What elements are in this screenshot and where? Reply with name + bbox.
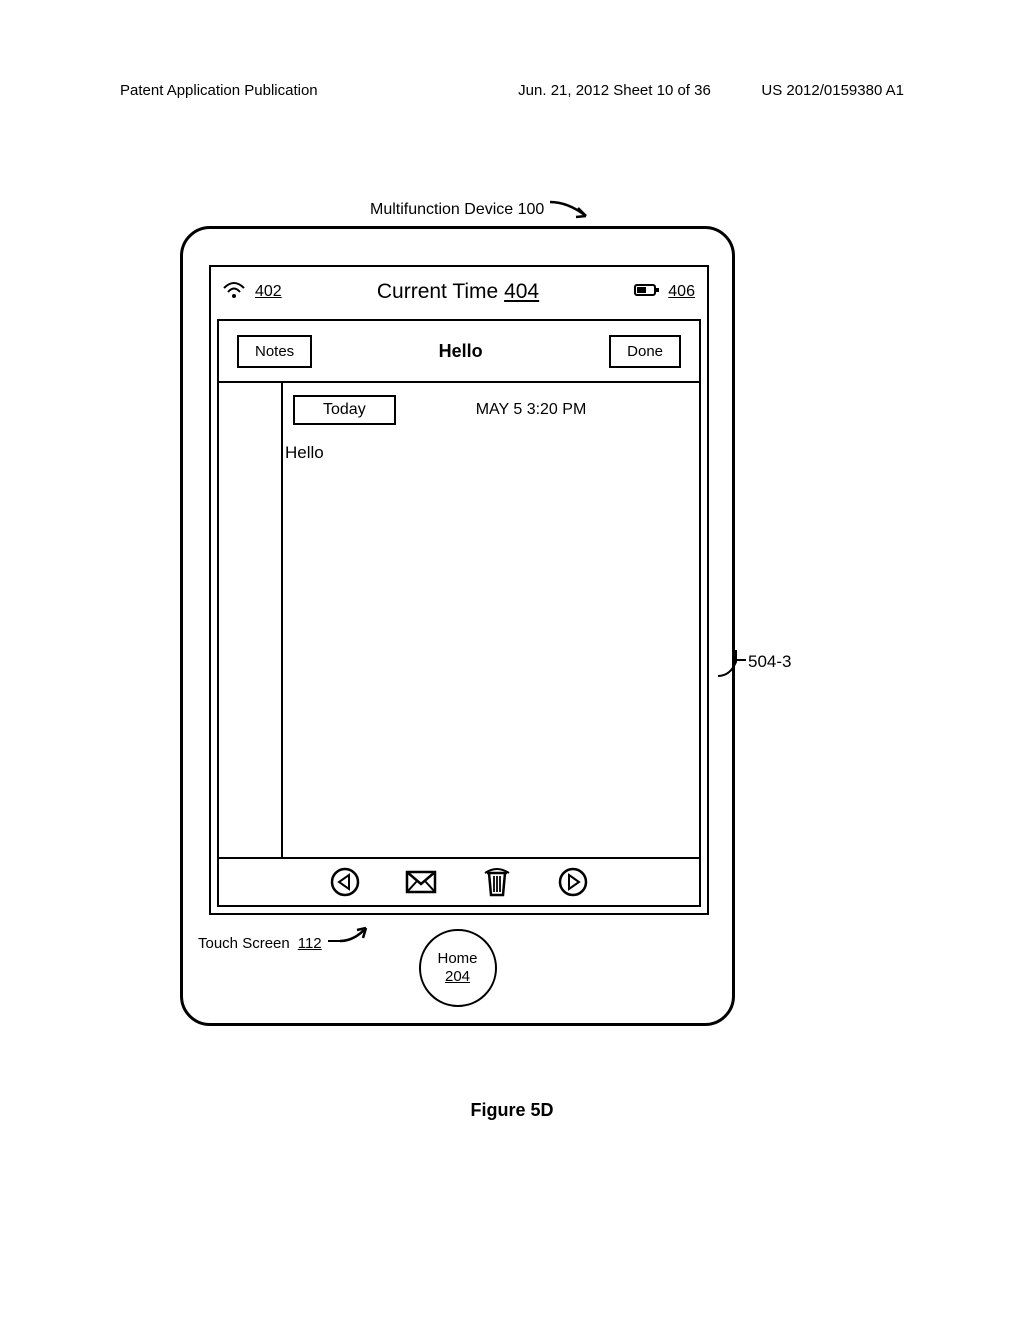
arrow-up-right-icon	[326, 926, 374, 960]
note-content[interactable]: Hello	[283, 433, 683, 463]
battery-icon	[634, 283, 660, 302]
status-center-ref: 404	[504, 280, 539, 303]
note-body-inner[interactable]: Today MAY 5 3:20 PM Hello	[281, 383, 683, 857]
notes-app: Notes Hello Done Today MAY 5 3:20 PM Hel…	[217, 319, 701, 907]
home-button-ref: 204	[445, 968, 470, 986]
figure-caption: Figure 5D	[0, 1100, 1024, 1121]
nav-bar: Notes Hello Done	[219, 321, 699, 383]
touchscreen-label-text: Touch Screen	[198, 935, 290, 952]
home-button[interactable]: Home 204	[419, 929, 497, 1007]
status-center-label: Current Time	[377, 280, 498, 303]
mail-button[interactable]	[405, 866, 437, 898]
header-center: Jun. 21, 2012 Sheet 10 of 36	[518, 82, 711, 99]
nav-title: Hello	[439, 341, 483, 362]
page-header: Patent Application Publication Jun. 21, …	[0, 82, 1024, 99]
device-title: Multifunction Device 100	[370, 198, 598, 222]
notes-back-button[interactable]: Notes	[237, 335, 312, 368]
callout-504-3: 504-3	[748, 652, 791, 672]
callout-curve-icon	[716, 640, 748, 685]
status-bar: 402 Current Time 404 406	[211, 267, 707, 317]
status-center: Current Time 404	[377, 280, 539, 304]
status-left: 402	[223, 281, 282, 304]
trash-button[interactable]	[481, 866, 513, 898]
status-right: 406	[634, 283, 695, 302]
status-left-ref: 402	[255, 283, 282, 301]
next-note-button[interactable]	[557, 866, 589, 898]
touchscreen-label-ref: 112	[298, 935, 322, 952]
header-right: US 2012/0159380 A1	[761, 82, 904, 99]
callout-504-3-label: 504-3	[748, 652, 791, 672]
home-button-label: Home	[437, 950, 477, 968]
status-right-ref: 406	[668, 283, 695, 301]
device-frame: 402 Current Time 404 406	[180, 226, 735, 1026]
today-label: Today	[293, 395, 396, 425]
wifi-icon	[223, 281, 245, 304]
touchscreen-callout: Touch Screen 112	[198, 926, 374, 960]
note-body: Today MAY 5 3:20 PM Hello	[219, 383, 699, 857]
prev-note-button[interactable]	[329, 866, 361, 898]
arrow-down-right-icon	[548, 198, 598, 222]
date-row: Today MAY 5 3:20 PM	[283, 383, 683, 433]
header-left: Patent Application Publication	[120, 82, 318, 99]
done-button[interactable]: Done	[609, 335, 681, 368]
toolbar	[219, 857, 699, 905]
touchscreen[interactable]: 402 Current Time 404 406	[209, 265, 709, 915]
note-timestamp: MAY 5 3:20 PM	[436, 401, 587, 419]
device-title-label: Multifunction Device 100	[370, 201, 544, 219]
